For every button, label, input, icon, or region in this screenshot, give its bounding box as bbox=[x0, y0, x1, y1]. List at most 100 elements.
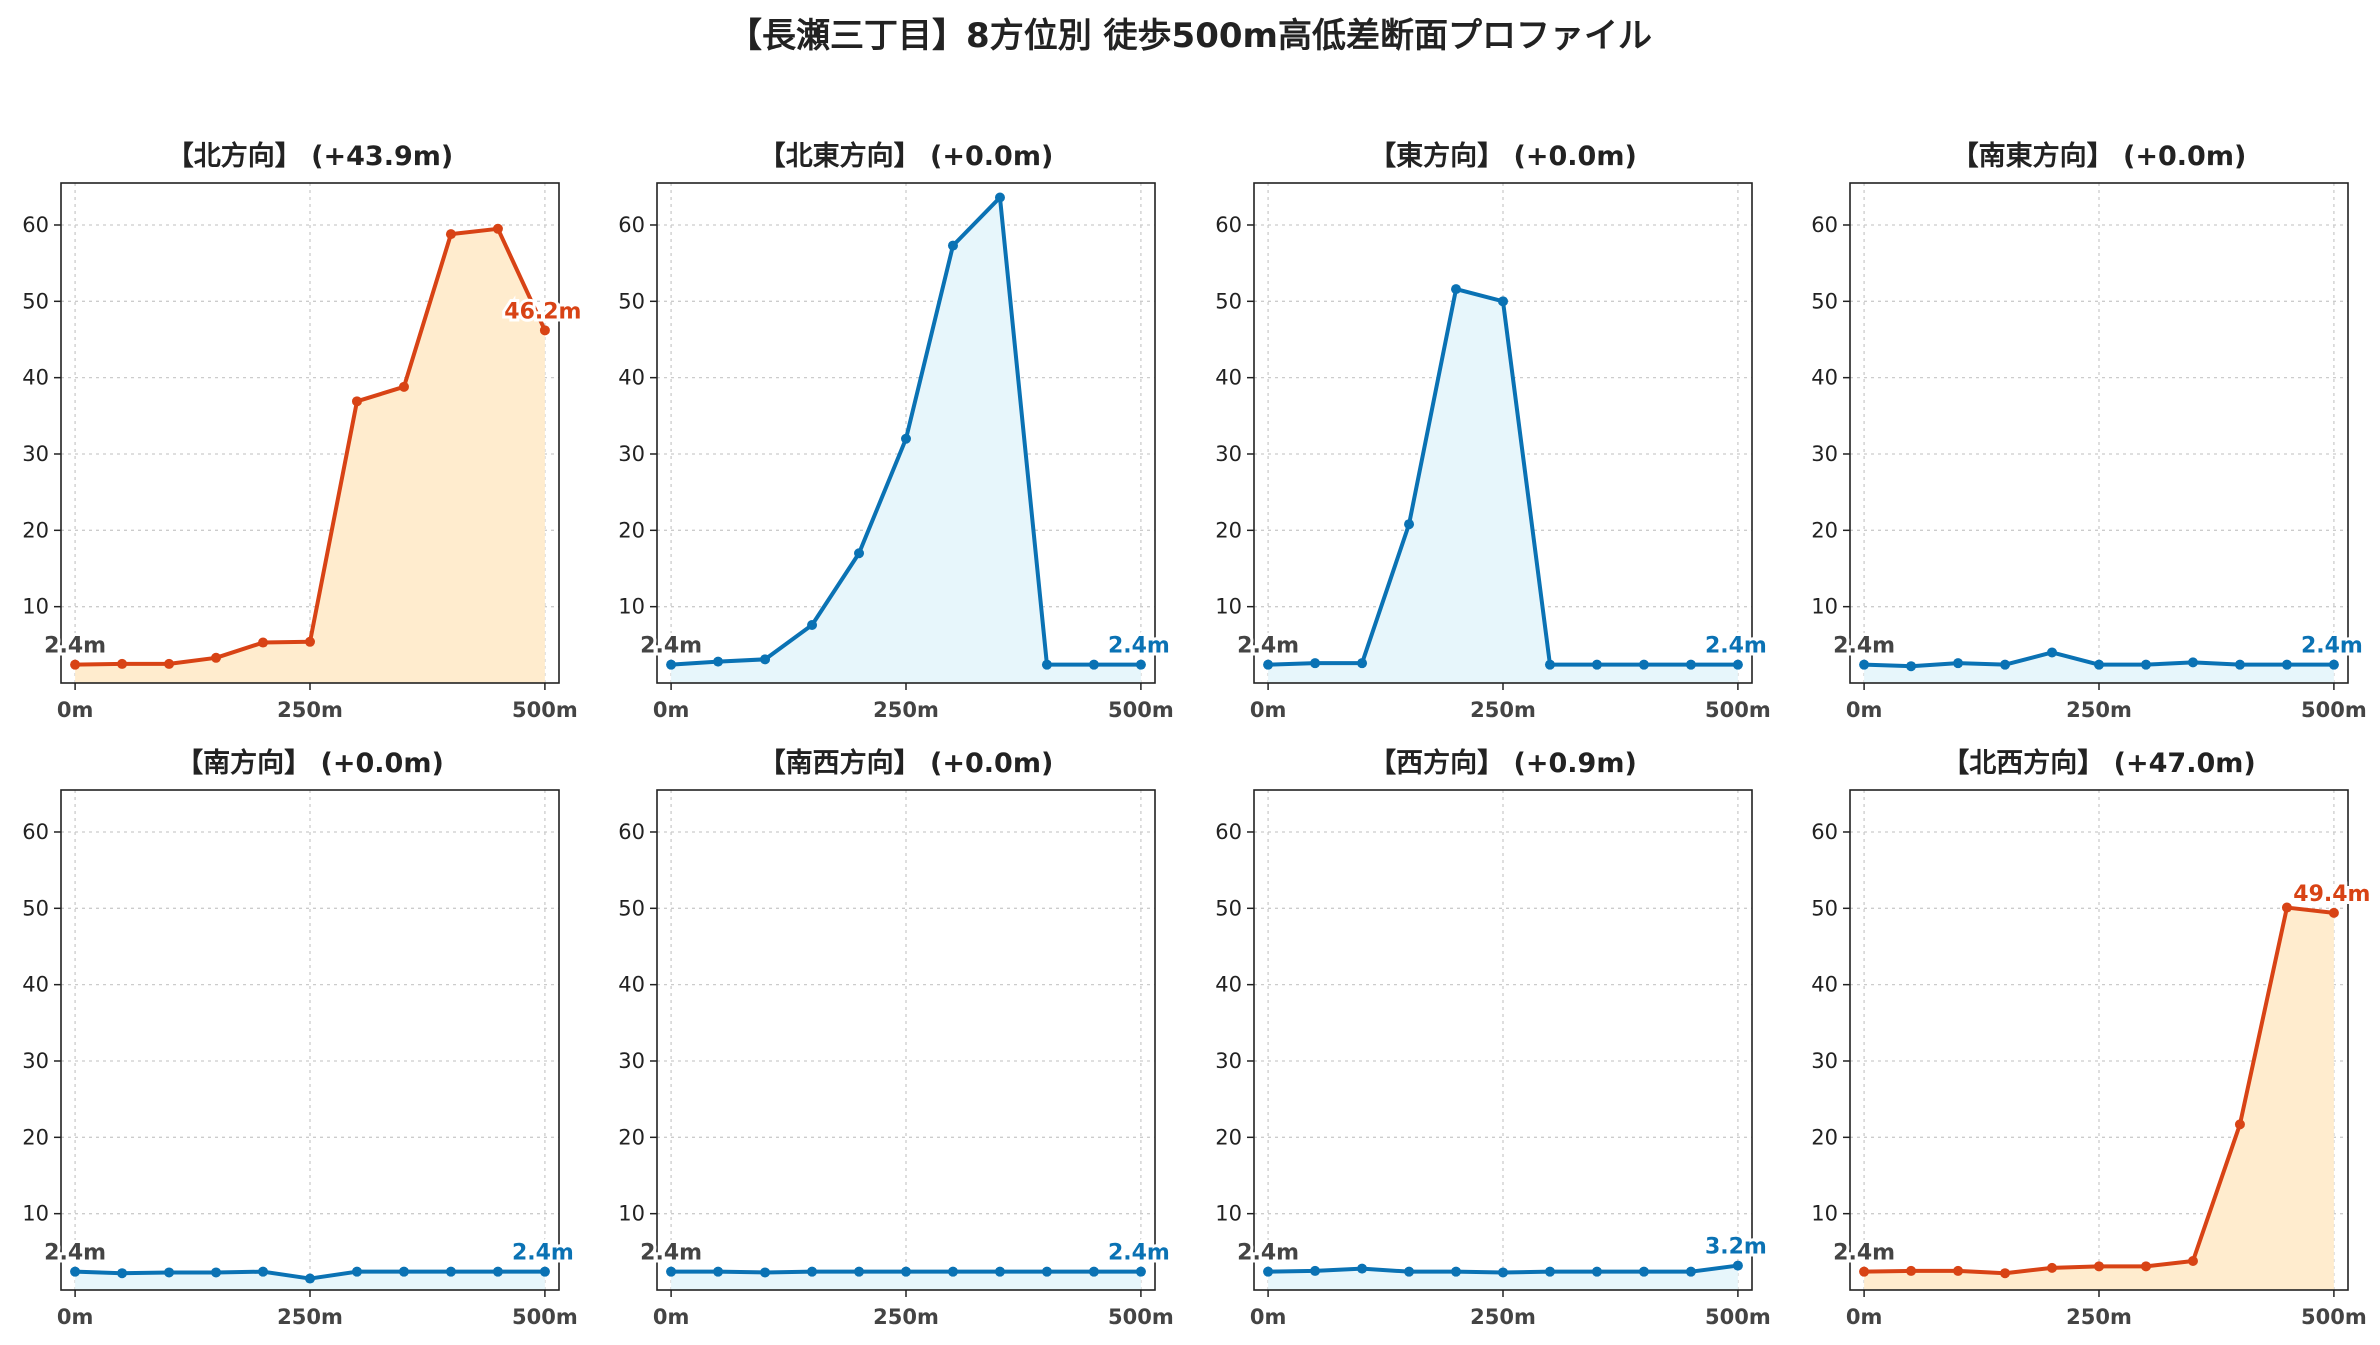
data-point bbox=[2328, 907, 2339, 918]
data-point bbox=[1041, 659, 1052, 670]
series-area bbox=[1268, 289, 1738, 683]
x-tick-label: 500m bbox=[2301, 698, 2367, 722]
data-point bbox=[492, 1266, 503, 1277]
end-value-label: 2.4m bbox=[1705, 634, 1767, 659]
panel-title: 【西方向】 (+0.9m) bbox=[1369, 747, 1637, 779]
y-tick-label: 50 bbox=[1215, 289, 1242, 313]
panel-title: 【南東方向】 (+0.0m) bbox=[1952, 140, 2247, 172]
panel-title: 【南西方向】 (+0.0m) bbox=[759, 747, 1054, 779]
end-value-label: 3.2m bbox=[1705, 1235, 1767, 1260]
y-tick-label: 10 bbox=[618, 595, 645, 619]
x-tick-label: 250m bbox=[873, 1305, 939, 1329]
x-tick-label: 0m bbox=[653, 698, 690, 722]
y-tick-label: 60 bbox=[22, 213, 49, 237]
data-point bbox=[1591, 659, 1602, 670]
y-tick-label: 30 bbox=[1215, 442, 1242, 466]
data-point bbox=[2000, 659, 2011, 670]
x-tick-label: 250m bbox=[1470, 1305, 1536, 1329]
chart-panel-7: 【西方向】 (+0.9m) 10 20 30 40 50 60 0m 250m 500m 2.4m 3… bbox=[1215, 747, 1770, 1329]
data-point bbox=[1732, 659, 1743, 670]
data-point bbox=[164, 658, 175, 669]
data-point bbox=[211, 652, 222, 663]
data-point bbox=[305, 636, 315, 647]
data-point bbox=[713, 656, 724, 667]
y-tick-label: 20 bbox=[1811, 1125, 1838, 1149]
data-point bbox=[258, 637, 269, 648]
data-point bbox=[1544, 1266, 1555, 1277]
data-point bbox=[2328, 659, 2339, 670]
data-point bbox=[760, 1267, 771, 1278]
data-point bbox=[1263, 659, 1274, 670]
y-tick-label: 30 bbox=[1215, 1049, 1242, 1073]
data-point bbox=[901, 1266, 911, 1277]
y-tick-label: 40 bbox=[1811, 366, 1838, 390]
series-area bbox=[671, 1271, 1141, 1290]
plot-frame bbox=[656, 789, 1156, 1291]
x-tick-label: 0m bbox=[1250, 698, 1287, 722]
data-point bbox=[1638, 659, 1649, 670]
data-point bbox=[2234, 659, 2245, 670]
data-point bbox=[947, 1266, 958, 1277]
start-value-label: 2.4m bbox=[1237, 1241, 1299, 1266]
data-point bbox=[398, 1266, 409, 1277]
plot-frame bbox=[1253, 789, 1753, 1291]
y-tick-label: 60 bbox=[22, 820, 49, 844]
y-tick-label: 10 bbox=[1215, 595, 1242, 619]
data-point bbox=[1357, 1263, 1368, 1274]
x-tick-label: 500m bbox=[1108, 1305, 1174, 1329]
y-tick-label: 20 bbox=[22, 518, 49, 542]
y-tick-label: 60 bbox=[1215, 213, 1242, 237]
data-point bbox=[1451, 284, 1462, 295]
start-value-label: 2.4m bbox=[44, 1241, 106, 1266]
y-tick-label: 50 bbox=[1811, 289, 1838, 313]
y-tick-label: 30 bbox=[618, 1049, 645, 1073]
y-tick-label: 10 bbox=[1811, 595, 1838, 619]
data-point bbox=[1591, 1266, 1602, 1277]
x-tick-label: 0m bbox=[1250, 1305, 1287, 1329]
y-tick-label: 30 bbox=[618, 442, 645, 466]
chart-panel-8: 【北西方向】 (+47.0m) 10 20 30 40 50 60 0m 250m 500m 2.4… bbox=[1811, 747, 2373, 1329]
y-tick-label: 10 bbox=[22, 595, 49, 619]
y-tick-label: 40 bbox=[22, 366, 49, 390]
chart-panel-3: 【東方向】 (+0.0m) 10 20 30 40 50 60 0m 250m 500m 2.4m 2… bbox=[1215, 140, 1770, 722]
data-point bbox=[2047, 647, 2058, 658]
data-point bbox=[2234, 1119, 2245, 1130]
panel-title: 【南方向】 (+0.0m) bbox=[176, 747, 444, 779]
y-tick-label: 40 bbox=[618, 366, 645, 390]
start-value-label: 2.4m bbox=[1237, 634, 1299, 659]
y-tick-label: 20 bbox=[618, 518, 645, 542]
y-tick-label: 20 bbox=[22, 1125, 49, 1149]
data-point bbox=[1263, 1266, 1274, 1277]
data-point bbox=[760, 654, 771, 665]
y-tick-label: 50 bbox=[1811, 896, 1838, 920]
data-point bbox=[666, 659, 677, 670]
end-value-label: 46.2m bbox=[504, 299, 581, 324]
data-point bbox=[305, 1273, 315, 1284]
data-point bbox=[1732, 1260, 1743, 1271]
data-point bbox=[713, 1266, 724, 1277]
x-tick-label: 250m bbox=[277, 1305, 343, 1329]
panel-title: 【北方向】 (+43.9m) bbox=[167, 140, 453, 172]
data-point bbox=[947, 240, 958, 251]
x-tick-label: 250m bbox=[2066, 698, 2132, 722]
start-value-label: 2.4m bbox=[640, 634, 702, 659]
data-point bbox=[164, 1267, 175, 1278]
data-point bbox=[1135, 659, 1146, 670]
data-point bbox=[2140, 1261, 2151, 1272]
end-value-label: 2.4m bbox=[1108, 634, 1170, 659]
data-point bbox=[2187, 657, 2198, 668]
data-point bbox=[1088, 1266, 1099, 1277]
y-tick-label: 50 bbox=[22, 289, 49, 313]
data-point bbox=[1544, 659, 1555, 670]
x-tick-label: 0m bbox=[1846, 1305, 1883, 1329]
data-point bbox=[492, 223, 503, 234]
start-value-label: 2.4m bbox=[1833, 1241, 1895, 1266]
data-point bbox=[1685, 1266, 1696, 1277]
chart-panel-1: 【北方向】 (+43.9m) 10 20 30 40 50 60 0m 250m 500m 2.4m… bbox=[22, 140, 584, 722]
data-point bbox=[1906, 661, 1917, 672]
x-tick-label: 500m bbox=[512, 698, 578, 722]
data-point bbox=[70, 659, 81, 670]
data-point bbox=[2140, 659, 2151, 670]
data-point bbox=[1310, 658, 1321, 669]
y-tick-label: 50 bbox=[1215, 896, 1242, 920]
